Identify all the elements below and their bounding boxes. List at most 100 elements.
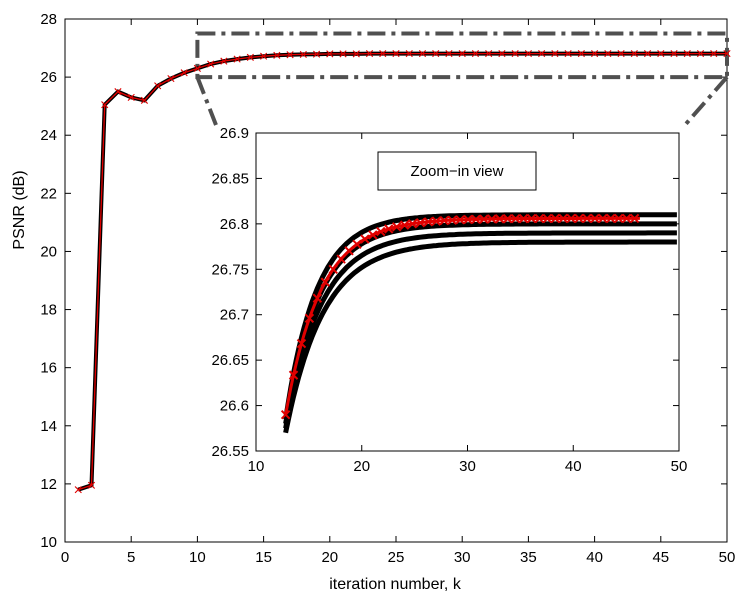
data-point-marker xyxy=(657,49,665,58)
inset-plot: 10 20 30 40 50 26.55 26.6 26.65 26.7 26.75 26.8 26.… xyxy=(195,75,729,475)
inset-y-tick-label: 26.7 xyxy=(220,307,249,324)
inset-data-point-marker xyxy=(534,213,545,224)
data-point-marker xyxy=(379,49,387,58)
inset-data-point-marker xyxy=(391,222,402,232)
inset-data-point-marker xyxy=(550,213,560,224)
x-axis-label: iteration number, k xyxy=(329,576,462,593)
data-point-marker xyxy=(154,82,162,90)
inset-data-point-marker xyxy=(502,214,513,224)
inset-data-point-marker xyxy=(415,217,426,228)
inset-data-point-marker xyxy=(336,254,346,264)
inset-x-tick-label: 20 xyxy=(353,458,370,475)
inset-data-point-marker xyxy=(439,215,449,226)
inset-y-tick-label: 26.65 xyxy=(211,352,249,369)
data-point-marker xyxy=(114,88,122,96)
data-point-marker xyxy=(180,69,188,77)
data-point-marker xyxy=(260,52,268,60)
inset-data-point-marker xyxy=(288,370,299,380)
inset-data-point-marker xyxy=(296,338,307,349)
data-point-marker xyxy=(392,49,400,58)
x-tick-label: 40 xyxy=(586,549,603,566)
inset-data-point-marker xyxy=(463,214,473,225)
inset-data-point-marker xyxy=(495,214,505,224)
data-point-marker xyxy=(471,49,480,58)
inset-data-point-marker xyxy=(447,215,457,225)
data-point-marker xyxy=(670,49,678,58)
inset-data-point-marker xyxy=(598,213,608,224)
inset-data-point-marker xyxy=(431,216,442,226)
inset-data-point-marker xyxy=(606,213,616,224)
inset-black-curve xyxy=(283,239,677,434)
inset-data-point-marker xyxy=(328,264,338,274)
y-tick-label: 28 xyxy=(40,11,57,28)
inset-data-point-marker xyxy=(312,293,323,303)
inset-data-point-marker xyxy=(487,214,497,224)
data-point-marker xyxy=(193,64,201,72)
inset-data-point-marker xyxy=(526,213,537,224)
data-point-marker xyxy=(207,60,215,68)
annotation-box xyxy=(377,151,537,191)
data-point-marker xyxy=(405,49,413,58)
inset-data-point-marker xyxy=(621,213,632,224)
zoom-connector-right xyxy=(683,75,729,127)
inset-x-tick-label: 50 xyxy=(671,458,688,475)
data-point-marker xyxy=(246,53,254,61)
y-tick-label: 14 xyxy=(40,418,57,435)
inset-data-point-marker xyxy=(510,213,521,224)
data-point-marker xyxy=(167,74,175,83)
inset-data-point-marker xyxy=(368,230,378,240)
inset-x-tick-label: 40 xyxy=(565,458,582,475)
data-point-marker xyxy=(286,51,294,59)
inset-data-point-marker xyxy=(566,213,576,224)
data-point-marker xyxy=(273,51,281,59)
data-point-marker xyxy=(299,50,307,59)
y-tick-label: 22 xyxy=(40,185,57,202)
x-tick-label: 5 xyxy=(127,549,135,566)
inset-data-point-marker xyxy=(614,213,624,224)
data-point-marker xyxy=(74,486,82,494)
inset-data-point-marker xyxy=(384,224,394,234)
data-point-marker xyxy=(127,93,135,102)
x-tick-label: 20 xyxy=(321,549,338,566)
data-point-marker xyxy=(312,50,321,58)
inset-data-point-marker xyxy=(344,246,354,256)
y-tick-label: 24 xyxy=(40,127,57,144)
inset-data-point-marker xyxy=(304,313,315,324)
inset-data-point-marker xyxy=(423,217,434,227)
data-point-marker xyxy=(233,55,241,63)
data-point-marker xyxy=(339,50,347,58)
data-point-marker xyxy=(524,49,532,58)
inset-data-point-marker xyxy=(518,213,529,224)
data-point-marker xyxy=(683,49,691,58)
inset-y-tick-label: 26.55 xyxy=(211,443,249,460)
inset-data-point-marker xyxy=(542,213,553,224)
x-tick-label: 25 xyxy=(388,549,405,566)
y-tick-label: 18 xyxy=(40,302,57,319)
data-point-marker xyxy=(564,49,572,58)
inset-black-curve xyxy=(283,230,677,429)
inset-x-tick-label: 30 xyxy=(459,458,476,475)
x-tick-label: 15 xyxy=(255,549,272,566)
inset-data-point-marker xyxy=(399,220,410,230)
x-tick-label: 10 xyxy=(189,549,206,566)
data-point-marker xyxy=(432,49,440,58)
y-axis-label: PSNR (dB) xyxy=(11,170,28,249)
data-point-marker xyxy=(220,57,228,65)
inset-x-tick-label: 10 xyxy=(248,458,265,475)
inset-data-point-marker xyxy=(558,213,568,224)
data-point-marker xyxy=(630,49,638,58)
y-tick-label: 16 xyxy=(40,360,57,377)
inset-y-tick-label: 26.85 xyxy=(211,170,249,187)
data-point-marker xyxy=(87,481,96,489)
inset-y-tick-label: 26.6 xyxy=(220,398,249,415)
x-tick-label: 0 xyxy=(61,549,69,566)
inset-y-tick-label: 26.8 xyxy=(220,216,249,233)
annotation-text: Zoom−in view xyxy=(411,163,504,180)
data-point-marker xyxy=(710,49,718,58)
data-point-marker xyxy=(485,49,493,58)
inset-y-tick-label: 26.75 xyxy=(211,261,249,278)
x-tick-label: 30 xyxy=(454,549,471,566)
inset-curves xyxy=(280,212,677,434)
x-tick-label: 35 xyxy=(520,549,537,566)
data-point-marker xyxy=(551,49,559,58)
